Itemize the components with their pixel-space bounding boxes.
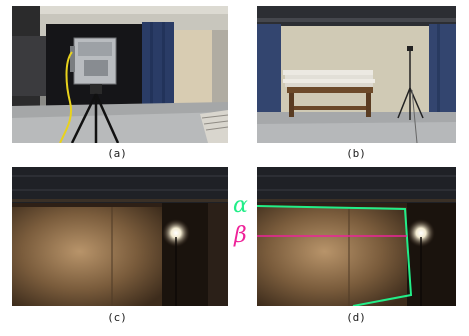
caption-d: (d): [346, 311, 366, 324]
caption-b: (b): [346, 147, 366, 160]
photo-b-board-table: [257, 6, 456, 143]
alpha-outline: [257, 205, 413, 306]
photo-c-lit-wall: [12, 167, 228, 306]
caption-c: (c): [107, 311, 127, 324]
beta-label: β: [234, 223, 247, 248]
photo-d-annotated-wall: [257, 167, 456, 306]
caption-a: (a): [107, 147, 127, 160]
alpha-label: α: [233, 193, 248, 218]
photo-a-scanner-tripod: [12, 6, 228, 143]
